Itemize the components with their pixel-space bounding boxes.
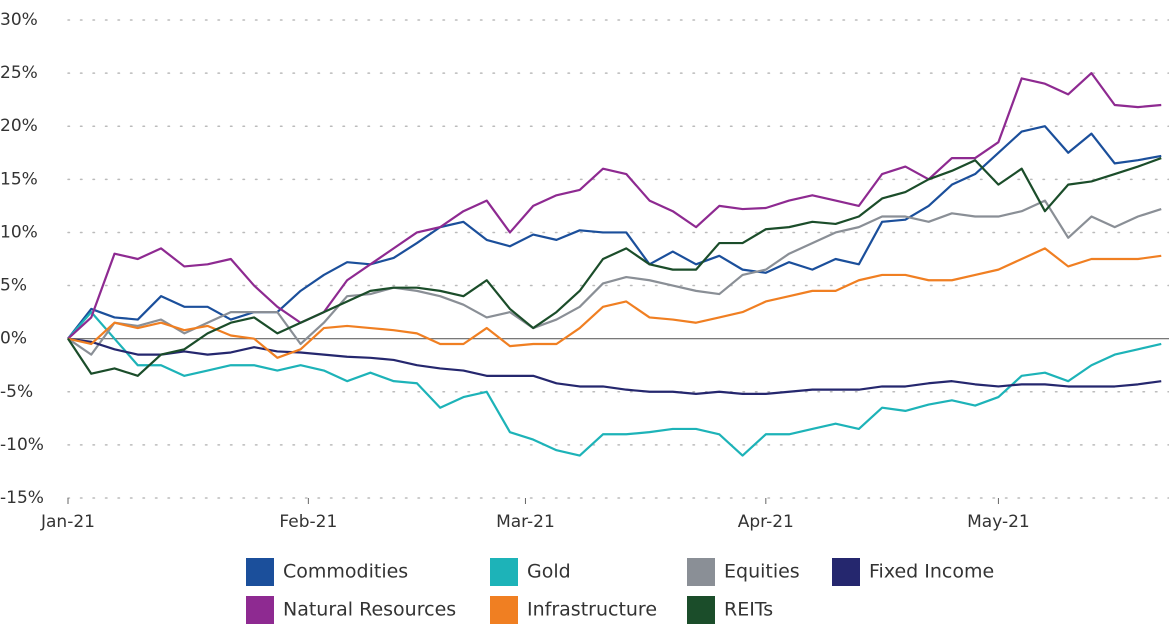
y-tick-label: -15% bbox=[0, 488, 44, 508]
legend-swatch bbox=[832, 558, 860, 586]
y-tick-label: 10% bbox=[0, 222, 38, 242]
legend-label: Gold bbox=[527, 561, 571, 583]
legend-swatch bbox=[246, 558, 274, 586]
legend-label: Natural Resources bbox=[283, 599, 456, 621]
legend-label: Commodities bbox=[283, 561, 408, 583]
series-line bbox=[67, 247, 1162, 359]
series-line bbox=[67, 72, 1162, 340]
y-tick-label: 5% bbox=[0, 276, 27, 296]
series-line bbox=[67, 125, 1162, 340]
legend-label: Fixed Income bbox=[869, 561, 994, 583]
legend-label: Equities bbox=[724, 561, 800, 583]
legend-label: Infrastructure bbox=[527, 599, 657, 621]
legend-label: REITs bbox=[724, 599, 773, 621]
y-tick-label: 0% bbox=[0, 329, 27, 349]
y-tick-label: -5% bbox=[0, 382, 33, 402]
x-tick-label: Feb-21 bbox=[279, 512, 337, 532]
legend-swatch bbox=[687, 596, 715, 624]
legend-swatch bbox=[490, 596, 518, 624]
series-line bbox=[67, 199, 1162, 356]
y-tick-label: 15% bbox=[0, 169, 38, 189]
legend-swatch bbox=[687, 558, 715, 586]
x-tick-label: May-21 bbox=[967, 512, 1030, 532]
y-tick-label: 25% bbox=[0, 63, 38, 83]
y-tick-label: 30% bbox=[0, 10, 38, 30]
legend-swatch bbox=[490, 558, 518, 586]
series-line bbox=[67, 157, 1162, 377]
legend-swatch bbox=[246, 596, 274, 624]
series-line bbox=[67, 311, 1162, 457]
y-tick-label: 20% bbox=[0, 116, 38, 136]
x-tick-label: Apr-21 bbox=[738, 512, 794, 532]
x-tick-label: Mar-21 bbox=[496, 512, 555, 532]
x-tick-label: Jan-21 bbox=[40, 512, 95, 532]
series-line bbox=[67, 337, 1162, 396]
y-tick-label: -10% bbox=[0, 435, 44, 455]
